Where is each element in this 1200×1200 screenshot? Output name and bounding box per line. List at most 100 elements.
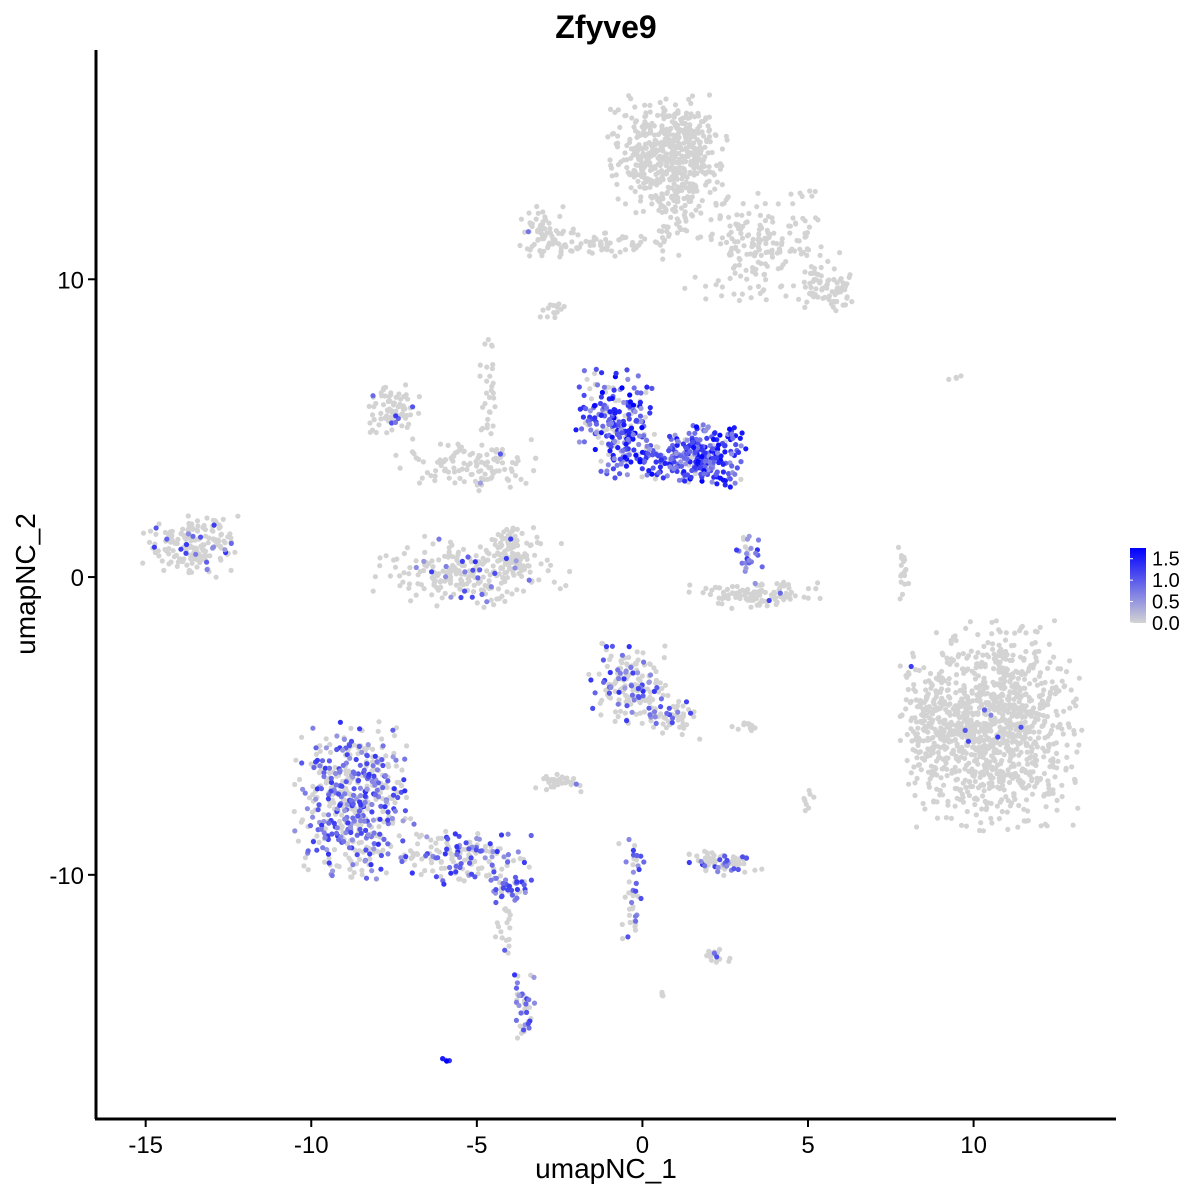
- cell-point: [633, 711, 639, 717]
- cell-point: [910, 654, 917, 660]
- cell-point: [953, 690, 959, 696]
- cell-point: [464, 581, 470, 587]
- cell-point: [501, 854, 507, 860]
- cell-point: [489, 342, 495, 348]
- cell-point: [712, 132, 718, 138]
- cell-point: [849, 299, 855, 305]
- cell-point: [639, 673, 646, 679]
- cell-point: [623, 441, 629, 447]
- cell-point: [623, 692, 629, 698]
- cell-point: [480, 561, 486, 567]
- cell-point: [681, 725, 687, 731]
- cell-point: [693, 424, 700, 430]
- cell-point: [545, 245, 551, 251]
- cell-point: [954, 662, 960, 668]
- cell-point: [638, 418, 644, 425]
- cell-point: [485, 557, 491, 563]
- cell-point: [371, 846, 377, 852]
- cell-point: [611, 387, 617, 393]
- cell-point: [600, 657, 607, 663]
- cell-point: [376, 422, 382, 428]
- cell-point: [403, 392, 409, 398]
- cell-point: [681, 140, 687, 146]
- cell-point: [571, 776, 577, 782]
- cell-point: [813, 586, 819, 592]
- cell-point: [164, 536, 170, 542]
- cell-point: [304, 806, 310, 812]
- cell-point: [598, 412, 604, 418]
- cell-point: [940, 756, 946, 762]
- cell-point: [769, 247, 775, 253]
- cell-point: [790, 215, 796, 221]
- cell-point: [1079, 727, 1085, 733]
- cell-point: [523, 480, 529, 486]
- cell-point: [729, 431, 735, 437]
- cell-point: [801, 594, 807, 600]
- cell-point: [517, 1023, 523, 1029]
- cell-point: [652, 142, 659, 148]
- cell-point: [607, 669, 613, 676]
- cell-point: [908, 698, 914, 704]
- cell-point: [1050, 787, 1056, 793]
- cell-point: [746, 210, 752, 217]
- cell-point: [720, 477, 727, 483]
- cell-point: [683, 130, 690, 136]
- cell-point: [953, 680, 959, 686]
- cell-point: [527, 253, 533, 259]
- cell-point: [965, 738, 972, 744]
- cell-point: [155, 548, 161, 554]
- cell-point: [616, 675, 622, 682]
- cell-point: [475, 575, 481, 581]
- cell-point: [698, 234, 704, 240]
- cell-point: [556, 241, 562, 247]
- cell-point: [640, 208, 647, 214]
- cell-point: [657, 162, 663, 169]
- cell-point: [420, 459, 426, 465]
- cell-point: [146, 539, 153, 546]
- cell-point: [592, 690, 598, 696]
- cell-point: [714, 469, 720, 475]
- cell-point: [664, 160, 670, 166]
- cell-point: [975, 650, 981, 656]
- cell-point: [493, 449, 499, 455]
- cell-point: [353, 756, 359, 763]
- cell-point: [422, 533, 428, 539]
- cell-point: [432, 473, 438, 479]
- cell-point: [486, 409, 492, 415]
- cell-point: [442, 851, 448, 857]
- cell-point: [964, 742, 970, 748]
- cell-point: [378, 390, 384, 396]
- cell-point: [941, 782, 947, 788]
- cell-point: [628, 155, 634, 161]
- x-tick-label: -10: [294, 1132, 329, 1159]
- cell-point: [624, 367, 630, 373]
- cell-point: [676, 160, 682, 166]
- cell-point: [912, 792, 918, 799]
- cell-point: [675, 130, 682, 136]
- cell-point: [999, 782, 1006, 788]
- cell-point: [374, 767, 380, 773]
- cell-point: [295, 838, 301, 844]
- cell-point: [682, 472, 688, 478]
- cell-point: [399, 858, 405, 865]
- cell-point: [403, 854, 409, 860]
- cell-point: [658, 704, 664, 710]
- cell-point: [636, 441, 642, 448]
- cell-point: [697, 464, 704, 470]
- cell-point: [614, 462, 620, 468]
- cell-point: [989, 619, 995, 625]
- cell-point: [769, 594, 775, 600]
- cell-point: [956, 768, 962, 774]
- cell-point: [802, 269, 808, 275]
- cell-point: [455, 441, 461, 447]
- cell-point: [453, 582, 459, 588]
- cell-point: [659, 228, 665, 234]
- cell-point: [595, 434, 601, 440]
- cell-point: [507, 925, 513, 931]
- cell-point: [418, 582, 424, 588]
- cell-point: [675, 135, 681, 141]
- cell-point: [1006, 693, 1012, 699]
- cell-point: [674, 703, 681, 709]
- cell-point: [535, 210, 541, 216]
- cell-point: [627, 392, 633, 398]
